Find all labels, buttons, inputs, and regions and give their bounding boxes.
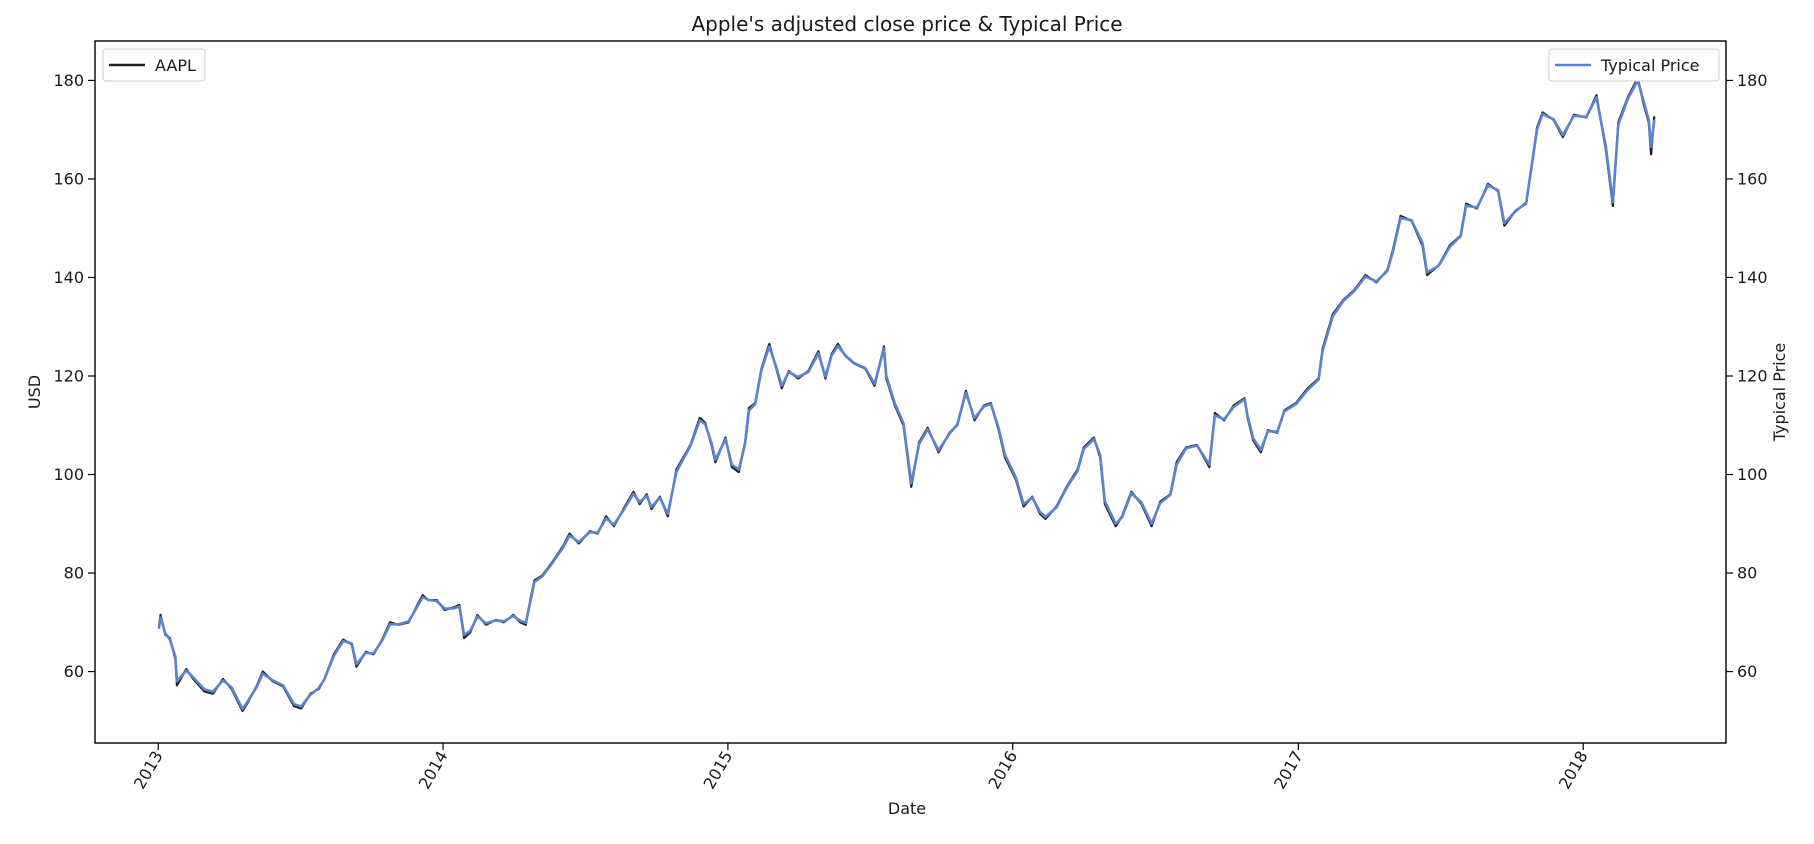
y-axis-right: 60 80 100 120 140 160 180 <box>1726 71 1768 681</box>
x-tick-label-2015: 2015 <box>700 748 737 793</box>
y-tick-label-left-100: 100 <box>53 465 84 484</box>
y-tick-label-right-100: 100 <box>1737 465 1768 484</box>
y-axis-title-left: USD <box>25 375 44 409</box>
y-tick-label-right-180: 180 <box>1737 71 1768 90</box>
y-axis-left: 60 80 100 120 140 160 180 <box>53 71 95 681</box>
x-axis-title: Date <box>888 799 926 818</box>
legend-left-label: AAPL <box>155 56 196 75</box>
series-line-aapl <box>157 76 1656 713</box>
y-tick-label-right-160: 160 <box>1737 169 1768 188</box>
y-axis-title-right: Typical Price <box>1770 343 1789 443</box>
series-line-typical-price <box>157 79 1656 711</box>
x-axis: 2013 2014 2015 2016 2017 2018 <box>130 743 1592 792</box>
legend-left-box <box>102 48 206 82</box>
legend-right-box <box>1548 48 1720 82</box>
y-tick-label-right-140: 140 <box>1737 268 1768 287</box>
x-tick-label-2018: 2018 <box>1555 748 1592 793</box>
x-tick-label-2016: 2016 <box>984 748 1021 793</box>
y-tick-label-left-140: 140 <box>53 268 84 287</box>
y-tick-label-left-180: 180 <box>53 71 84 90</box>
y-tick-label-left-60: 60 <box>64 662 84 681</box>
legend-right: Typical Price <box>1548 48 1720 82</box>
legend-right-label: Typical Price <box>1600 56 1700 75</box>
plot-area <box>157 76 1656 713</box>
y-tick-label-right-60: 60 <box>1737 662 1757 681</box>
y-tick-label-left-160: 160 <box>53 169 84 188</box>
x-tick-label-2013: 2013 <box>130 748 167 793</box>
plot-frame <box>94 40 1727 744</box>
y-tick-label-left-120: 120 <box>53 366 84 385</box>
y-tick-label-right-80: 80 <box>1737 564 1757 583</box>
y-tick-label-left-80: 80 <box>64 564 84 583</box>
x-tick-label-2014: 2014 <box>415 748 452 793</box>
chart-title: Apple's adjusted close price & Typical P… <box>691 12 1122 36</box>
x-tick-label-2017: 2017 <box>1270 748 1307 793</box>
y-tick-label-right-120: 120 <box>1737 366 1768 385</box>
legend-left: AAPL <box>102 48 206 82</box>
